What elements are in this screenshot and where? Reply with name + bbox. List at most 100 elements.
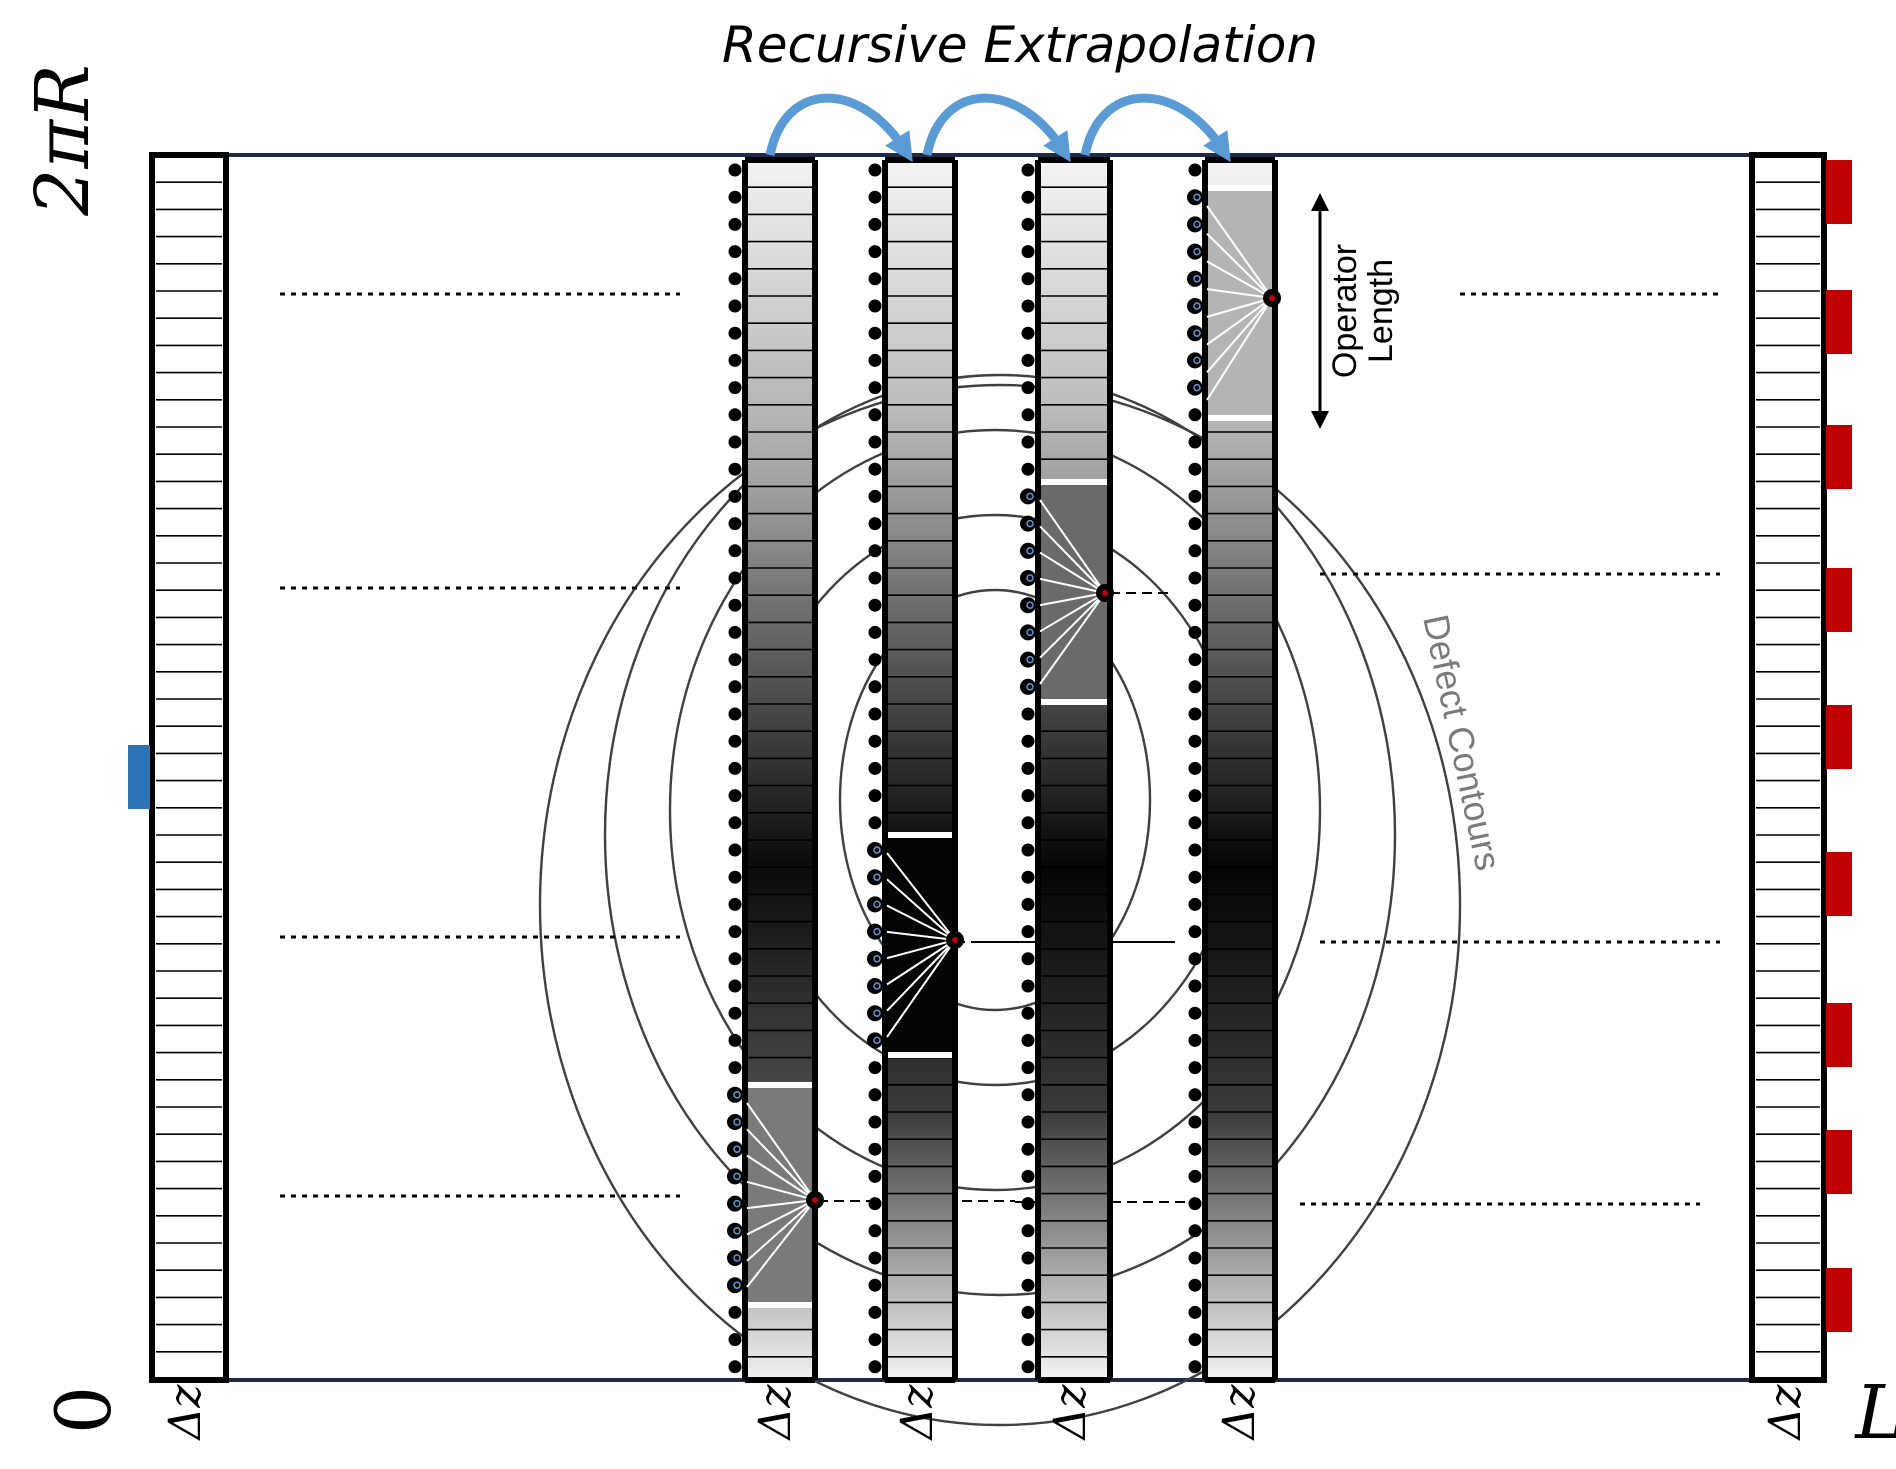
slice-2-sample-point <box>868 544 882 558</box>
slice-4-operator-ray <box>1206 288 1273 299</box>
slice-3-sample-point <box>1020 651 1036 668</box>
slice-4-sample-point <box>1188 1224 1202 1238</box>
slice-2-operator-input-point <box>873 982 881 990</box>
slice-2-sample-point <box>868 272 882 286</box>
slice-3-sample-point <box>1021 1360 1035 1374</box>
slice-1-operator-ray <box>746 1180 816 1201</box>
slice-3-sample-point <box>1021 1197 1035 1211</box>
receiver-marker-6 <box>1826 852 1852 916</box>
slice-thickness-label-3: Δz <box>892 1384 943 1442</box>
slice-2-operator-input-point <box>873 1036 881 1045</box>
slice-3-sample-point <box>1021 761 1035 775</box>
slice-thickness-label-5: Δz <box>1214 1384 1265 1442</box>
slice-2-operator-input-point <box>873 1009 881 1017</box>
slice-3-operator-input-point <box>1026 683 1034 691</box>
slice-3-sample-point <box>1021 1033 1035 1047</box>
slice-3-sample-point <box>1020 542 1036 559</box>
slice-2-sample-point <box>868 1197 882 1211</box>
slice-1-sample-point <box>727 1141 743 1158</box>
slice-4-sample-point <box>1187 352 1203 369</box>
slice-1-sample-point <box>728 653 742 667</box>
slice-4-sample-point <box>1188 734 1202 748</box>
slice-3-sample-point <box>1021 925 1035 939</box>
slice-1-operator-ray <box>746 1199 816 1236</box>
slice-1-sample-point <box>727 1114 743 1130</box>
slice-2-sample-point <box>868 1251 882 1265</box>
slice-3-sample-point <box>1021 1169 1035 1183</box>
defect-contour-5 <box>838 588 1152 1012</box>
receiver-marker-9 <box>1826 1268 1852 1332</box>
slice-thickness-label-4: Δz <box>1045 1384 1096 1442</box>
operator-length-label-line1: Operator <box>1326 244 1364 378</box>
slice-3-sample-point <box>1021 1061 1035 1075</box>
slice-4-sample-point <box>1188 843 1202 857</box>
slice-3-operator-input-point <box>1026 601 1034 609</box>
source-marker <box>128 745 150 809</box>
slice-1-sample-point <box>728 734 742 748</box>
defect-contour-4 <box>748 513 1242 1087</box>
recursion-arrow-1 <box>765 93 913 163</box>
receiver-marker-7 <box>1826 1003 1852 1067</box>
defect-contours <box>538 373 1462 1427</box>
slice-1-operator-input-point <box>733 1118 741 1126</box>
slice-3-sample-point <box>1021 217 1035 231</box>
slice-4-sample-point <box>1187 216 1203 233</box>
slice-4-sample-point <box>1188 1088 1202 1102</box>
slice-4-sample-point <box>1188 1251 1202 1265</box>
slice-2-sample-point <box>868 1142 882 1156</box>
axis-bottom-label: 0 <box>39 1386 128 1434</box>
slice-1-sample-point <box>728 408 742 422</box>
slice-1-sample-point <box>728 435 742 449</box>
slice-2-sample-point <box>868 435 882 449</box>
slice-2-sample-point <box>868 408 882 422</box>
slice-2-sample-point <box>868 462 882 476</box>
slice-3-sample-point <box>1021 843 1035 857</box>
slice-2-sample-point <box>868 326 882 340</box>
slice-1-sample-point <box>728 272 742 286</box>
slice-4-sample-point <box>1188 462 1202 476</box>
slice-1-sample-point <box>728 326 742 340</box>
slice-3-operator-ray <box>1039 525 1106 594</box>
slice-4-operator-ray <box>1206 233 1273 299</box>
slice-2-sample-point <box>868 1360 882 1374</box>
slice-3-sample-point <box>1021 707 1035 721</box>
slice-4-operator-ray <box>1206 260 1273 299</box>
slice-3-sample-point <box>1021 789 1035 803</box>
slice-thickness-label-2: Δz <box>750 1384 801 1442</box>
slice-3-operator-input-point <box>1026 655 1034 664</box>
diagram-title: Recursive Extrapolation <box>722 16 1318 74</box>
slice-1-operator-input-point <box>733 1227 741 1235</box>
slice-3-body <box>1038 160 1110 1380</box>
slice-2-sample-point <box>867 950 883 967</box>
receiver-marker-2 <box>1826 290 1852 354</box>
slice-4-sample-point <box>1188 489 1202 503</box>
slice-1-sample-point <box>728 1333 742 1347</box>
slice-2-sample-point <box>868 1169 882 1183</box>
slice-4-operator-input-point <box>1193 383 1201 392</box>
slice-3-operator-input-point <box>1026 547 1034 555</box>
recursion-arrow-2 <box>922 93 1071 163</box>
slice-3-output-point-core <box>1102 590 1108 596</box>
slice-4-operator-ray <box>1206 205 1273 299</box>
slice-1-operator-ray <box>746 1199 816 1210</box>
slice-3-sample-point <box>1021 408 1035 422</box>
slice-3-sample-point <box>1021 1006 1035 1020</box>
slice-2-sample-point <box>868 190 882 204</box>
slice-4-sample-point <box>1187 298 1203 314</box>
slice-1 <box>727 157 824 1383</box>
slice-4-sample-point <box>1188 925 1202 939</box>
slice-1-sample-point <box>728 870 742 884</box>
slice-4-sample-point <box>1187 379 1203 396</box>
slice-2-sample-point <box>868 299 882 313</box>
slice-4-sample-point <box>1188 952 1202 966</box>
slice-4-sample-point <box>1188 598 1202 612</box>
slice-4-sample-point <box>1188 1142 1202 1156</box>
slice-2-sample-point <box>868 571 882 585</box>
receiver-marker-5 <box>1826 705 1852 769</box>
slice-4-output-point-core <box>1269 295 1275 301</box>
slice-2-sample-point <box>868 1088 882 1102</box>
slice-2-sample-point <box>868 217 882 231</box>
slice-1-sample-point <box>727 1086 743 1103</box>
slice-2-sample-point <box>867 923 883 940</box>
slice-thickness-labels: Δz Δz Δz Δz Δz Δz <box>160 1384 1811 1442</box>
